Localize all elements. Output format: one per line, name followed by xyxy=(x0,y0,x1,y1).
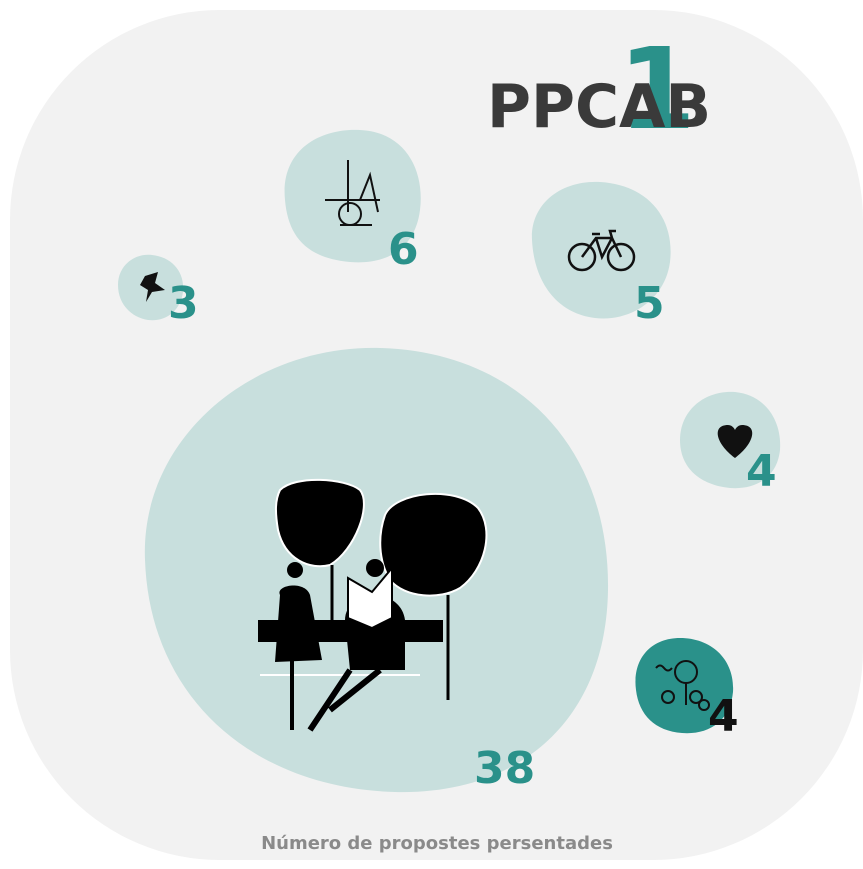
bubble-value: 38 xyxy=(474,743,535,794)
bubble-value: 4 xyxy=(708,691,739,742)
bubble xyxy=(531,181,671,319)
bubble xyxy=(635,638,734,734)
caption: Número de propostes persentades xyxy=(261,833,613,854)
title: PPCAB xyxy=(487,72,711,142)
person-icon xyxy=(140,272,165,302)
bubble-value: 6 xyxy=(388,224,419,275)
heart-icon xyxy=(717,425,753,458)
bike-icon xyxy=(567,229,636,272)
bubble xyxy=(284,129,421,263)
bench-illustration xyxy=(258,478,488,732)
bubble-value: 5 xyxy=(634,278,665,329)
bubble-value: 3 xyxy=(168,278,199,329)
park-icon xyxy=(655,660,710,711)
title-number: 1 xyxy=(618,25,696,155)
bubble-value: 4 xyxy=(746,446,777,497)
wheelchair-icon xyxy=(325,160,380,226)
